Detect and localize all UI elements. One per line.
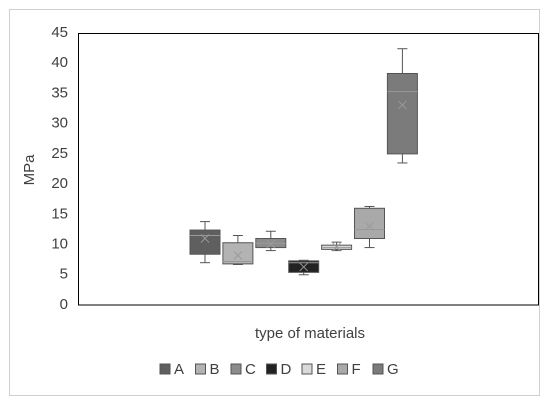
- mean-marker: [398, 100, 407, 110]
- x-axis-title: type of materials: [255, 325, 365, 342]
- legend-label: G: [387, 361, 399, 378]
- chart-frame: [9, 9, 540, 396]
- y-axis-title: MPa: [21, 154, 38, 186]
- y-tick-label: 35: [51, 84, 68, 101]
- legend-swatch: [195, 363, 206, 375]
- y-tick-label: 5: [60, 266, 68, 283]
- y-tick-label: 10: [51, 236, 68, 253]
- legend-swatch: [230, 363, 242, 375]
- mean-marker: [299, 262, 309, 272]
- legend-swatch: [159, 363, 171, 375]
- y-tick-label: 40: [51, 54, 68, 71]
- y-tick-label: 15: [51, 205, 68, 222]
- plot-frame: [78, 33, 539, 306]
- legend-label: A: [174, 361, 184, 378]
- y-tick-label: 20: [51, 175, 68, 192]
- legend-swatch: [337, 363, 348, 375]
- legend-swatch: [372, 363, 384, 375]
- box: [354, 207, 385, 240]
- mean-marker: [233, 251, 243, 260]
- box: [222, 242, 254, 265]
- y-tick-label: 25: [51, 145, 68, 162]
- legend-label: C: [245, 361, 256, 378]
- legend-label: B: [210, 361, 220, 378]
- legend-swatch: [301, 363, 313, 375]
- mean-marker: [266, 239, 276, 249]
- legend-label: F: [352, 361, 361, 378]
- legend-label: E: [316, 361, 326, 378]
- y-tick-label: 45: [51, 24, 68, 41]
- y-tick-label: 30: [51, 115, 68, 132]
- y-tick-label: 0: [60, 296, 68, 313]
- legend-swatch: [266, 363, 277, 375]
- box: [189, 229, 221, 255]
- box: [386, 72, 418, 155]
- mean-marker: [365, 222, 374, 231]
- mean-marker: [332, 242, 341, 252]
- legend-label: D: [281, 361, 292, 378]
- mean-marker: [200, 234, 210, 243]
